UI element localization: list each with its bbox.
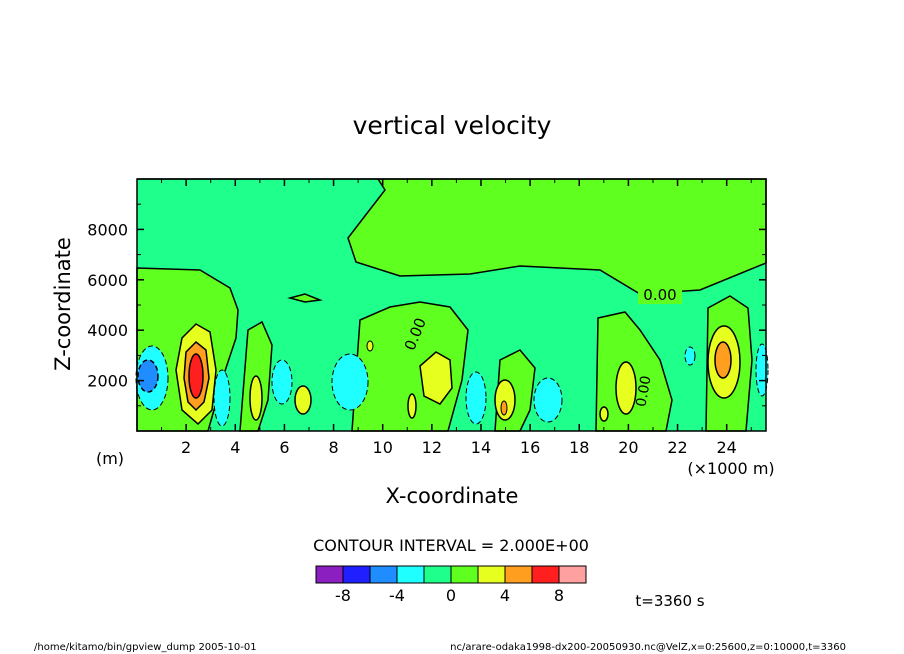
chart-title: vertical velocity [353,111,552,140]
y-axis-label: Z-coordinate [51,237,75,371]
colorbar-swatch [369,565,398,584]
x-tick-label: 6 [279,438,289,457]
plot-area: 0.00 0.00 0.00 [135,178,769,432]
negative-cell-e [533,377,563,423]
negative-cell-g [755,343,769,397]
updraft-cell-e [615,361,637,415]
updraft-cell-a [249,375,263,421]
y-axis: 2000 4000 6000 8000 [87,203,766,407]
time-label: t=3360 s [635,592,704,610]
negative-cell-b [271,359,293,405]
y-unit: (m) [96,449,124,468]
negative-cell-c [331,353,369,411]
y-tick-label: 2000 [87,372,128,391]
x-axis: 2 4 6 8 10 12 14 16 18 20 22 24 [161,179,752,457]
negative-core-left [137,359,159,393]
negative-cell-d [465,371,487,425]
colorbar-tick-label: 4 [500,586,510,605]
colorbar-tick-label: 8 [554,586,564,605]
positive-region-upper [137,178,767,295]
x-unit: (×1000 m) [687,459,774,478]
contour-label-zero-small: 0.00 [633,375,654,408]
colorbar-tick-label: 0 [446,586,456,605]
colorbar-swatch [531,565,560,584]
x-tick-label: 2 [181,438,191,457]
x-tick-label: 10 [373,438,393,457]
contour-interval-text: CONTOUR INTERVAL = 2.000E+00 [313,536,589,555]
footer-left: /home/kitamo/bin/gpview_dump 2005-10-01 [34,642,257,653]
colorbar-swatch [315,565,344,584]
colorbar-swatch [477,565,506,584]
x-tick-label: 18 [569,438,589,457]
colorbar-tick-label: -8 [335,586,351,605]
positive-band-upper-left [287,293,323,303]
colorbar-swatch [342,565,371,584]
contour-label-zero-right: 0.00 [643,286,676,304]
updraft-cell-h [500,400,508,416]
x-tick-label: 24 [717,438,737,457]
contour-label-mask-right [638,286,682,304]
x-tick-label: 14 [471,438,491,457]
y-tick-label: 4000 [87,321,128,340]
footer-right: nc/arare-odaka1998-dx200-20050930.nc@Vel… [450,642,846,653]
colorbar-swatch [396,565,425,584]
x-tick-label: 12 [422,438,442,457]
updraft-cell-f [599,406,609,422]
x-tick-label: 8 [328,438,338,457]
x-axis-label: X-coordinate [386,484,519,508]
updraft-right-core [714,341,732,379]
x-tick-label: 16 [520,438,540,457]
updraft-cell-d [494,379,516,421]
colorbar-swatch [504,565,533,584]
colorbar: -8 -4 0 4 8 [315,565,587,605]
y-tick-label: 8000 [87,220,128,239]
y-tick-label: 6000 [87,271,128,290]
colorbar-swatch [558,565,587,584]
colorbar-swatch [423,565,452,584]
negative-cell-f [684,346,696,366]
colorbar-swatch [450,565,479,584]
x-tick-label: 22 [667,438,687,457]
x-tick-label: 20 [618,438,638,457]
updraft-cell-g [366,340,374,352]
updraft-cell-b [294,385,312,415]
updraft-center-level-2 [419,351,453,405]
colorbar-tick-label: -4 [389,586,405,605]
updraft-left-core [188,353,204,399]
updraft-cell-c [407,393,417,419]
negative-cell-a [213,369,231,427]
x-tick-label: 4 [230,438,240,457]
